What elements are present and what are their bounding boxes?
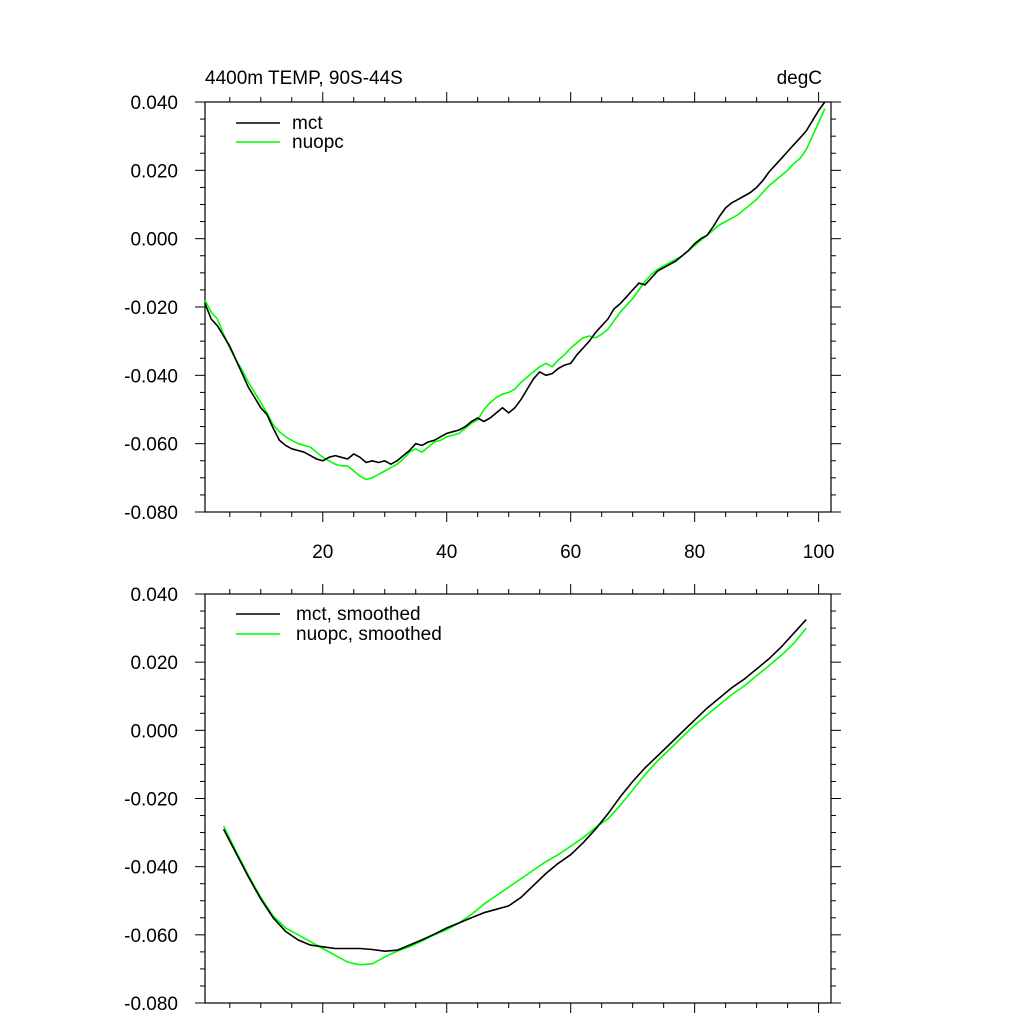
chart-title: 4400m TEMP, 90S-44S <box>205 68 403 89</box>
series-line-mct-smoothed <box>222 619 807 953</box>
y-tick-label: -0.040 <box>124 858 178 879</box>
y-tick-label: -0.060 <box>124 435 178 456</box>
y-tick-label: -0.040 <box>124 366 178 387</box>
y-tick-label: 0.040 <box>130 585 178 606</box>
x-tick-label: 100 <box>803 542 835 563</box>
y-tick-label: -0.060 <box>124 926 178 947</box>
x-tick-label: 80 <box>684 542 705 563</box>
series-line-mct <box>204 101 826 466</box>
y-tick-label: -0.020 <box>124 298 178 319</box>
legend-mct-smoothed-label: mct, smoothed <box>296 604 421 625</box>
x-tick-label: 40 <box>436 542 457 563</box>
y-axis-labels: 0.040 0.020 0.000 -0.020 -0.040 -0.060 -0.080 <box>124 585 178 1015</box>
bottom-panel: 0.0400.0200.000-0.020-0.040-0.060-0.080 … <box>124 584 841 1015</box>
legend-nuopc-label: nuopc <box>292 132 344 153</box>
y-tick-label: 0.000 <box>130 230 178 251</box>
y-tick-label: -0.080 <box>124 503 178 524</box>
plot-frame <box>204 593 832 1004</box>
legend-mct-label: mct <box>292 113 323 134</box>
legend: mct, smoothed nuopc, smoothed <box>236 604 442 645</box>
series-lines <box>222 619 807 966</box>
series-line-nuopc <box>204 108 826 481</box>
y-axis-labels: 0.040 0.020 0.000 -0.020 -0.040 -0.060 -0.080 <box>124 93 178 524</box>
x-tick-label: 20 <box>312 542 333 563</box>
y-tick-label: 0.000 <box>130 721 178 742</box>
y-tick-label: -0.020 <box>124 790 178 811</box>
x-tick-label: 60 <box>560 542 581 563</box>
y-tick-label: 0.040 <box>130 93 178 114</box>
x-axis-labels: 20 40 60 80 100 <box>312 542 834 563</box>
y-tick-label: 0.020 <box>130 653 178 674</box>
series-line-nuopc-smoothed <box>222 627 807 966</box>
axis-ticks <box>195 92 841 522</box>
axis-ticks <box>195 584 841 1013</box>
top-panel: 4400m TEMP, 90S-44S degC 0.040 0.020 0.000… <box>124 68 841 563</box>
series-lines <box>204 101 826 481</box>
units-label: degC <box>777 68 822 89</box>
y-tick-label: -0.080 <box>124 994 178 1015</box>
legend-nuopc-smoothed-label: nuopc, smoothed <box>296 624 442 645</box>
legend: mct nuopc <box>236 113 344 153</box>
y-tick-label: 0.020 <box>130 161 178 182</box>
